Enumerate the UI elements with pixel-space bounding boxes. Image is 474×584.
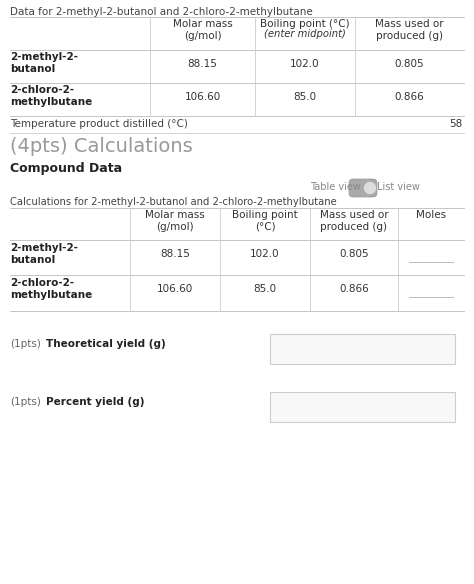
Text: (4pts) Calculations: (4pts) Calculations	[10, 137, 193, 156]
Text: Data for 2-methyl-2-butanol and 2-chloro-2-methylbutane: Data for 2-methyl-2-butanol and 2-chloro…	[10, 7, 313, 17]
Bar	[270, 392, 455, 422]
Text: 2-chloro-2-
methylbutane: 2-chloro-2- methylbutane	[10, 85, 92, 107]
Text: Table view: Table view	[310, 182, 361, 192]
Text: 2-chloro-2-
methylbutane: 2-chloro-2- methylbutane	[10, 278, 92, 300]
Text: 0.866: 0.866	[395, 92, 424, 102]
Text: Boiling point
(°C): Boiling point (°C)	[232, 210, 298, 232]
Text: (enter midpoint): (enter midpoint)	[264, 29, 346, 39]
Bar	[270, 334, 455, 364]
Text: Molar mass
(g/mol): Molar mass (g/mol)	[173, 19, 232, 41]
Text: Temperature product distilled (°C): Temperature product distilled (°C)	[10, 119, 188, 129]
Text: Mass used or
produced (g): Mass used or produced (g)	[375, 19, 444, 41]
Text: 85.0: 85.0	[254, 284, 276, 294]
Text: 0.866: 0.866	[339, 284, 369, 294]
Text: 58: 58	[449, 119, 462, 129]
Text: Molar mass
(g/mol): Molar mass (g/mol)	[145, 210, 205, 232]
Text: Calculations for 2-methyl-2-butanol and 2-chloro-2-methylbutane: Calculations for 2-methyl-2-butanol and …	[10, 197, 337, 207]
Text: 0.805: 0.805	[395, 59, 424, 69]
Text: 0.805: 0.805	[339, 249, 369, 259]
Text: 102.0: 102.0	[250, 249, 280, 259]
Text: 88.15: 88.15	[160, 249, 190, 259]
Text: 2-methyl-2-
butanol: 2-methyl-2- butanol	[10, 243, 78, 265]
Text: (1pts): (1pts)	[10, 339, 41, 349]
Text: (1pts): (1pts)	[10, 397, 41, 407]
Text: Moles: Moles	[416, 210, 446, 220]
Text: 85.0: 85.0	[293, 92, 317, 102]
Circle shape	[365, 182, 375, 193]
Text: 106.60: 106.60	[184, 92, 220, 102]
FancyBboxPatch shape	[349, 179, 377, 197]
Text: Percent yield (g): Percent yield (g)	[46, 397, 145, 407]
Text: Theoretical yield (g): Theoretical yield (g)	[46, 339, 166, 349]
Text: Mass used or
produced (g): Mass used or produced (g)	[319, 210, 388, 232]
Text: 102.0: 102.0	[290, 59, 320, 69]
Text: 106.60: 106.60	[157, 284, 193, 294]
Text: Compound Data: Compound Data	[10, 162, 122, 175]
Text: 88.15: 88.15	[188, 59, 218, 69]
Text: 2-methyl-2-
butanol: 2-methyl-2- butanol	[10, 52, 78, 74]
Text: Boiling point (°C): Boiling point (°C)	[260, 19, 350, 29]
Text: List view: List view	[377, 182, 420, 192]
